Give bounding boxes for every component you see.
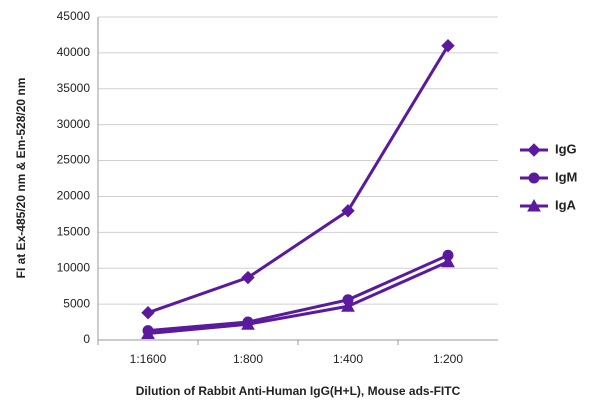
y-tick-label: 35000: [57, 81, 91, 95]
data-point: [241, 317, 255, 330]
data-point: [341, 204, 355, 218]
data-point: [141, 326, 155, 340]
data-point: [441, 254, 455, 268]
y-tick-label: 0: [83, 332, 90, 346]
data-point: [441, 39, 455, 53]
x-tick-label: 1:400: [333, 352, 363, 366]
legend-marker: [527, 198, 541, 212]
x-tick-label: 1:800: [233, 352, 263, 366]
y-tick-label: 45000: [57, 9, 91, 23]
data-point: [341, 299, 355, 312]
x-axis-title: Dilution of Rabbit Anti-Human IgG(H+L), …: [136, 384, 461, 398]
series-line: [147, 44, 450, 315]
legend-label: IgG: [555, 141, 577, 156]
y-tick-label: 30000: [57, 117, 91, 131]
y-tick-label: 5000: [63, 296, 90, 310]
y-tick-label: 15000: [57, 225, 91, 239]
data-point: [141, 306, 155, 320]
y-tick-label: 20000: [57, 189, 91, 203]
y-axis-title: FI at Ex-485/20 nm & Em-528/20 nm: [14, 78, 28, 279]
y-tick-label: 25000: [57, 153, 91, 167]
data-point: [241, 270, 255, 285]
legend-label: IgA: [555, 197, 577, 212]
legend-marker: [527, 143, 541, 157]
series-line: [147, 260, 449, 336]
x-tick-label: 1:1600: [130, 352, 167, 366]
legend-label: IgM: [555, 169, 577, 184]
y-tick-label: 40000: [57, 45, 91, 59]
x-tick-label: 1:200: [433, 352, 463, 366]
y-tick-label: 10000: [57, 260, 91, 274]
series-line: [147, 253, 449, 333]
legend-marker: [528, 172, 540, 184]
